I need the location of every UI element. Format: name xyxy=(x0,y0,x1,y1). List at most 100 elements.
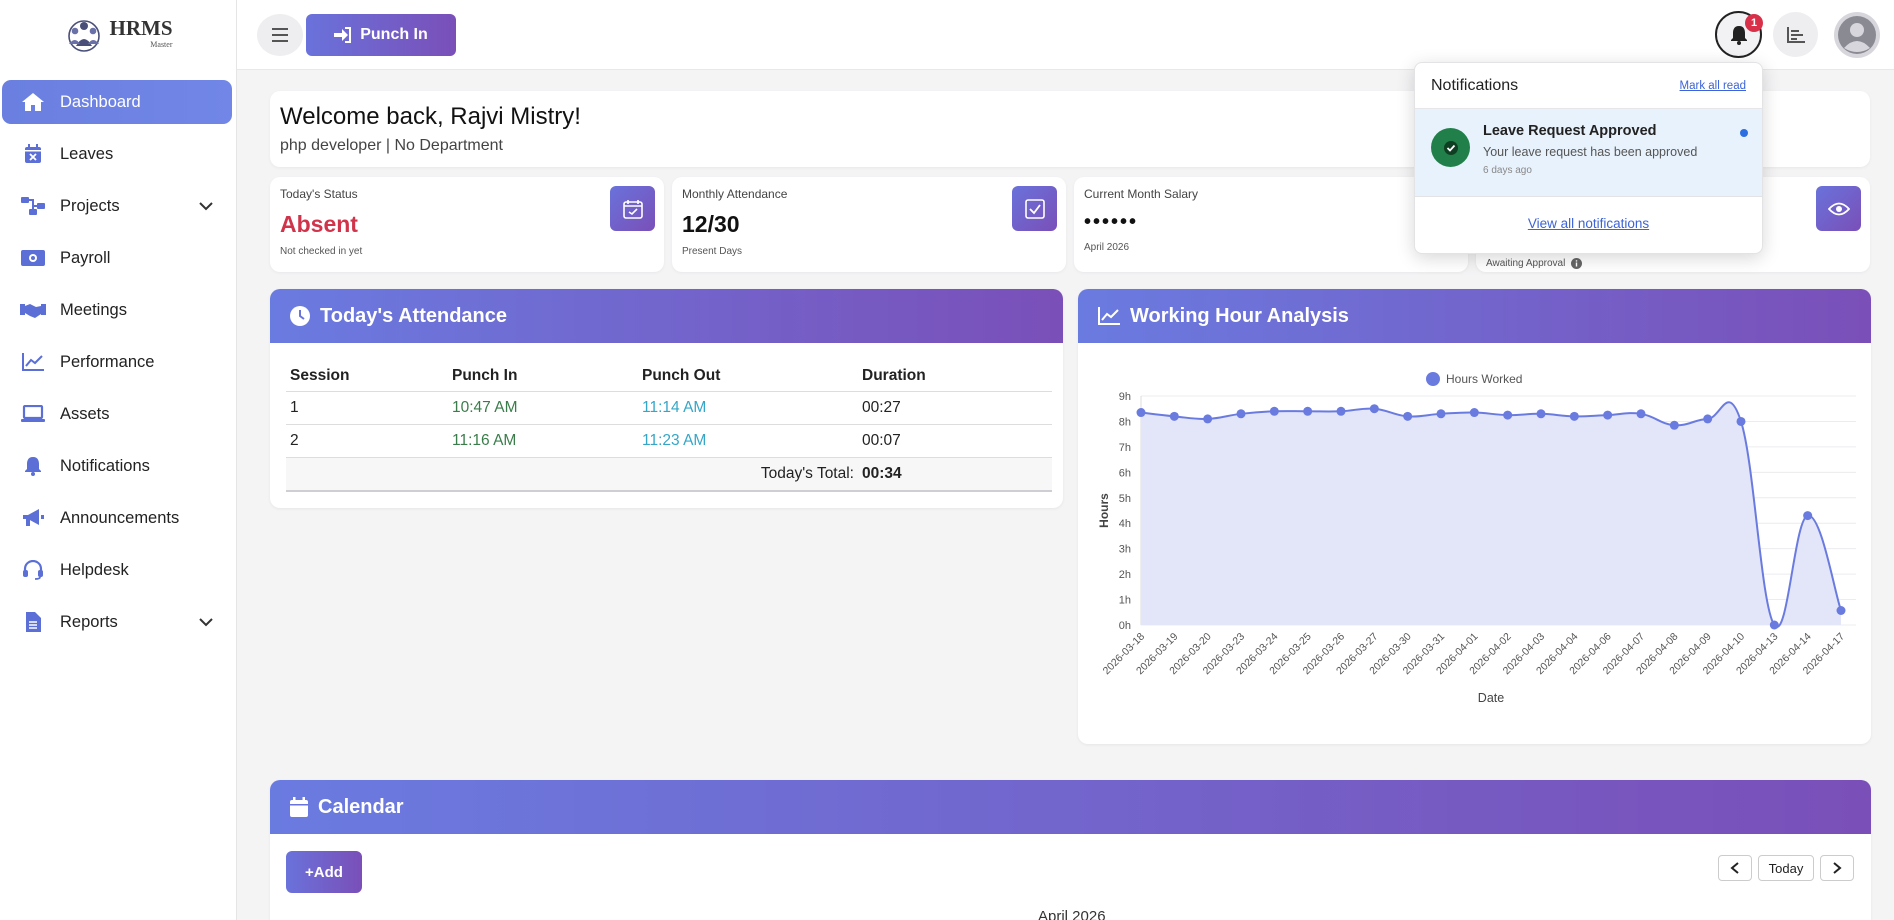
data-point xyxy=(1569,411,1579,421)
notifications-title: Notifications xyxy=(1431,76,1519,94)
view-all-notifications-link[interactable]: View all notifications xyxy=(1527,216,1650,231)
y-tick-label: 1h xyxy=(1119,595,1131,607)
col-header-duration: Duration xyxy=(858,361,1052,392)
data-point xyxy=(1536,409,1546,419)
brand-logo[interactable]: HRMS Master xyxy=(0,0,236,68)
unread-dot xyxy=(1740,129,1748,137)
stat-value: 12/30 xyxy=(682,211,740,237)
brand-sub: Master xyxy=(150,40,173,49)
punch-in-cell: 11:16 AM xyxy=(448,424,638,458)
check-circle-icon xyxy=(1431,128,1470,167)
stat-value: •••••• xyxy=(1084,211,1139,233)
punch-in-cell: 10:47 AM xyxy=(448,391,638,425)
notification-time: 6 days ago xyxy=(1483,165,1532,176)
sidebar-item-helpdesk[interactable]: Helpdesk xyxy=(2,548,232,592)
data-point xyxy=(1736,416,1746,426)
data-point xyxy=(1436,409,1446,419)
calendar-icon xyxy=(610,186,655,231)
money-icon xyxy=(20,247,46,269)
chevron-right-icon xyxy=(1833,862,1842,874)
stat-card-status: Today's Status Absent Not checked in yet xyxy=(270,177,664,272)
stat-label: Current Month Salary xyxy=(1084,187,1199,201)
sidebar-item-notifications[interactable]: Notifications xyxy=(2,444,232,488)
megaphone-icon xyxy=(20,507,46,529)
check-square-icon xyxy=(1012,186,1057,231)
data-point xyxy=(1336,406,1346,416)
y-tick-label: 8h xyxy=(1119,416,1131,428)
calendar-next-button[interactable] xyxy=(1820,855,1854,881)
working-hours-chart: 0h1h2h3h4h5h6h7h8h9h2026-03-182026-03-19… xyxy=(1097,391,1856,705)
notification-desc: Your leave request has been approved xyxy=(1483,145,1698,159)
data-point xyxy=(1403,411,1413,421)
welcome-title: Welcome back, Rajvi Mistry! xyxy=(280,103,581,130)
total-value: 00:34 xyxy=(858,457,1052,492)
data-point xyxy=(1269,406,1279,416)
reports-chart-button[interactable] xyxy=(1773,12,1818,57)
sidebar-item-label: Leaves xyxy=(60,144,114,163)
table-header-row: Session Punch In Punch Out Duration xyxy=(286,361,1052,392)
chart-legend[interactable]: Hours Worked xyxy=(1426,372,1522,386)
y-tick-label: 4h xyxy=(1119,518,1131,530)
calendar-today-button[interactable]: Today xyxy=(1758,855,1814,881)
sidebar-item-label: Reports xyxy=(60,612,118,631)
legend-label: Hours Worked xyxy=(1446,372,1523,386)
sidebar-item-reports[interactable]: Reports xyxy=(2,600,232,644)
punch-in-button[interactable]: Punch In xyxy=(306,14,456,56)
welcome-subtitle: php developer | No Department xyxy=(280,137,503,154)
punch-in-label: Punch In xyxy=(360,26,428,43)
y-tick-label: 9h xyxy=(1119,391,1131,403)
calendar-prev-button[interactable] xyxy=(1718,855,1752,881)
bell-icon xyxy=(20,455,46,477)
stat-label: Today's Status xyxy=(280,187,358,201)
sidebar-item-announcements[interactable]: Announcements xyxy=(2,496,232,540)
add-event-button[interactable]: +Add xyxy=(286,851,362,893)
stat-label: Monthly Attendance xyxy=(682,187,788,201)
notification-count-badge: 1 xyxy=(1745,14,1763,32)
stat-sub-row: Awaiting Approval xyxy=(1486,258,1583,269)
notifications-footer: View all notifications xyxy=(1415,197,1762,233)
attendance-title: Today's Attendance xyxy=(320,304,508,327)
notifications-button[interactable]: 1 xyxy=(1715,11,1763,58)
y-tick-label: 5h xyxy=(1119,493,1131,505)
mark-all-read-link[interactable]: Mark all read xyxy=(1679,79,1746,92)
y-tick-label: 7h xyxy=(1119,442,1131,454)
sidebar-item-performance[interactable]: Performance xyxy=(2,340,232,384)
data-point xyxy=(1136,408,1146,418)
sidebar-item-dashboard[interactable]: Dashboard xyxy=(2,80,232,124)
user-icon xyxy=(1838,16,1876,54)
sidebar-item-assets[interactable]: Assets xyxy=(2,392,232,436)
user-avatar[interactable] xyxy=(1834,12,1880,58)
data-point xyxy=(1369,404,1379,414)
notification-title: Leave Request Approved xyxy=(1483,123,1657,139)
project-diagram-icon xyxy=(20,195,46,217)
home-icon xyxy=(20,91,46,113)
file-icon xyxy=(20,611,46,633)
notification-item[interactable]: Leave Request Approved Your leave reques… xyxy=(1415,109,1762,197)
data-point xyxy=(1303,406,1313,416)
duration-cell: 00:07 xyxy=(858,424,1052,458)
data-point xyxy=(1669,420,1679,430)
logo-people-icon xyxy=(67,20,100,52)
punch-out-cell: 11:23 AM xyxy=(638,424,858,458)
menu-toggle-button[interactable] xyxy=(257,14,303,56)
data-point xyxy=(1703,414,1713,424)
stat-value: Absent xyxy=(280,211,358,237)
sidebar-item-label: Announcements xyxy=(60,508,180,527)
col-header-punch-in: Punch In xyxy=(448,361,638,392)
line-chart-icon xyxy=(1098,307,1120,325)
data-point xyxy=(1169,411,1179,421)
sidebar-item-leaves[interactable]: Leaves xyxy=(2,132,232,176)
attendance-panel-header: Today's Attendance xyxy=(270,289,1063,343)
eye-toggle-button[interactable] xyxy=(1816,186,1861,231)
sidebar-item-meetings[interactable]: Meetings xyxy=(2,288,232,332)
y-tick-label: 0h xyxy=(1119,620,1131,632)
sidebar-item-payroll[interactable]: Payroll xyxy=(2,236,232,280)
legend-swatch xyxy=(1426,372,1440,386)
sidebar-nav: Dashboard Leaves Projects Payroll Meetin… xyxy=(0,68,236,644)
session-cell: 2 xyxy=(286,424,448,458)
duration-cell: 00:27 xyxy=(858,391,1052,425)
sidebar-item-projects[interactable]: Projects xyxy=(2,184,232,228)
laptop-icon xyxy=(20,403,46,425)
notifications-header: Notifications Mark all read xyxy=(1415,63,1762,109)
info-icon[interactable] xyxy=(1571,258,1583,269)
